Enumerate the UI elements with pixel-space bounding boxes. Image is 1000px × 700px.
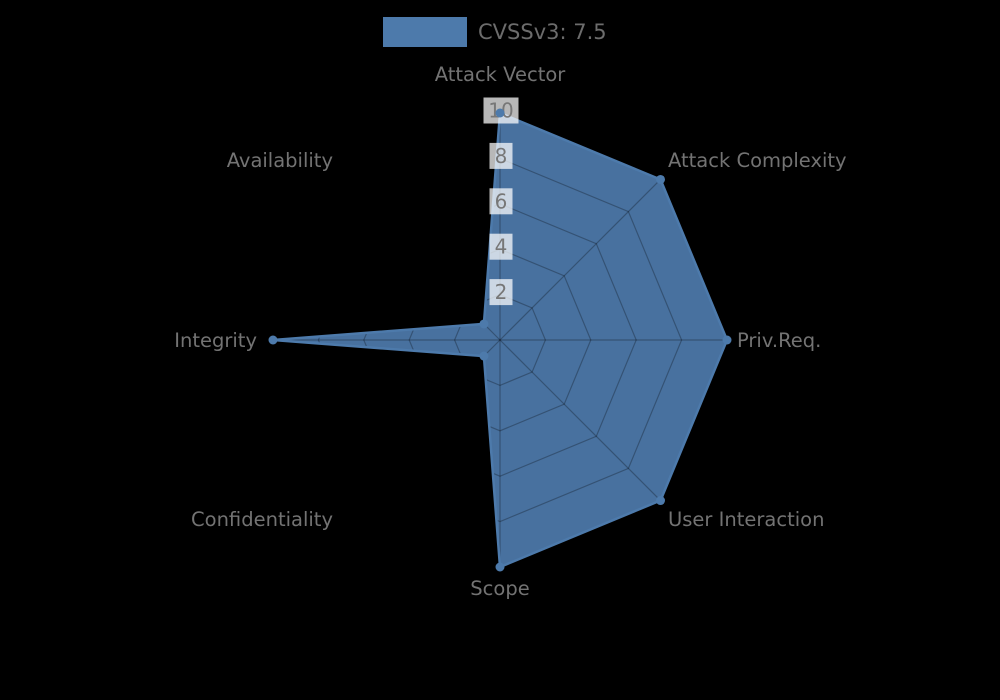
grid-ring-4 (408, 248, 592, 432)
tick-label-box-6 (489, 188, 513, 215)
vertex-dot-scope (495, 562, 505, 572)
axis-label-user-interaction: User Interaction (668, 508, 824, 531)
axis-label-scope: Scope (470, 577, 529, 600)
axis-label-attack-complexity: Attack Complexity (668, 149, 847, 172)
tick-label-8: 8 (495, 144, 508, 168)
tick-label-6: 6 (495, 189, 508, 213)
vertex-dot-attack-complexity (656, 174, 666, 184)
grid-spoke-attack-complexity (499, 179, 661, 341)
grid-spoke-confidentiality (339, 339, 501, 501)
grid-spoke-user-interaction (499, 339, 661, 501)
axis-label-attack-vector: Attack Vector (435, 63, 567, 86)
axis-label-integrity: Integrity (174, 329, 257, 352)
tick-label-4: 4 (495, 235, 508, 259)
vertex-dot-confidentiality (479, 351, 489, 361)
grid-ring-8 (317, 157, 683, 523)
axis-label-confidentiality: Confidentiality (191, 508, 333, 531)
axis-label-availability: Availability (227, 149, 333, 172)
vertex-dot-integrity (268, 335, 278, 345)
legend: CVSSv3: 7.5 (383, 16, 607, 48)
vertex-dot-user-interaction (656, 496, 666, 506)
tick-label-2: 2 (495, 280, 508, 304)
grid-spoke-availability (339, 179, 501, 341)
tick-label-box-4 (489, 233, 513, 260)
legend-color-swatch (383, 17, 467, 47)
legend-label: CVSSv3: 7.5 (478, 20, 607, 44)
radar-fill-cvssv3-7-5 (273, 113, 727, 567)
vertex-dot-availability (479, 319, 489, 329)
grid-ring-2 (453, 293, 547, 387)
vertex-dot-attack-vector (495, 108, 505, 118)
vertex-dot-priv-req (722, 335, 732, 345)
tick-label-box-8 (489, 142, 513, 169)
grid-ring-6 (363, 203, 637, 477)
tick-label-box-2 (489, 279, 513, 306)
axis-label-priv-req: Priv.Req. (737, 329, 821, 352)
